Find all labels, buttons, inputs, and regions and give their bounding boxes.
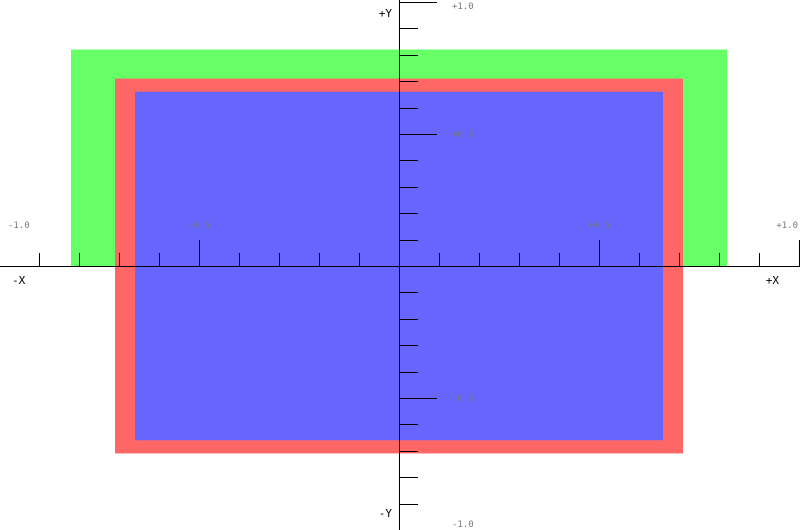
y-tick-label: +0.5 [452, 130, 474, 140]
y-axis-tick-labels: +1.0 +0.5 -0.5 -1.0 [452, 2, 474, 530]
y-tick-label: -1.0 [452, 520, 474, 530]
x-positive-label: +X [766, 274, 780, 287]
y-tick-label: +1.0 [452, 2, 474, 12]
x-tick-label: +1.0 [776, 221, 798, 231]
y-tick-label: -0.5 [452, 394, 474, 404]
x-negative-label: -X [12, 274, 26, 287]
x-axis-ticks [39, 240, 800, 266]
y-negative-label: -Y [379, 507, 393, 520]
y-axis-ticks [399, 2, 437, 505]
x-tick-label: -1.0 [8, 221, 30, 231]
x-tick-label: +0.5 [588, 221, 610, 231]
x-tick-label: -0.5 [188, 221, 210, 231]
x-axis-tick-labels: -1.0 -0.5 +0.5 +1.0 [8, 221, 798, 231]
y-positive-label: +Y [379, 7, 393, 20]
